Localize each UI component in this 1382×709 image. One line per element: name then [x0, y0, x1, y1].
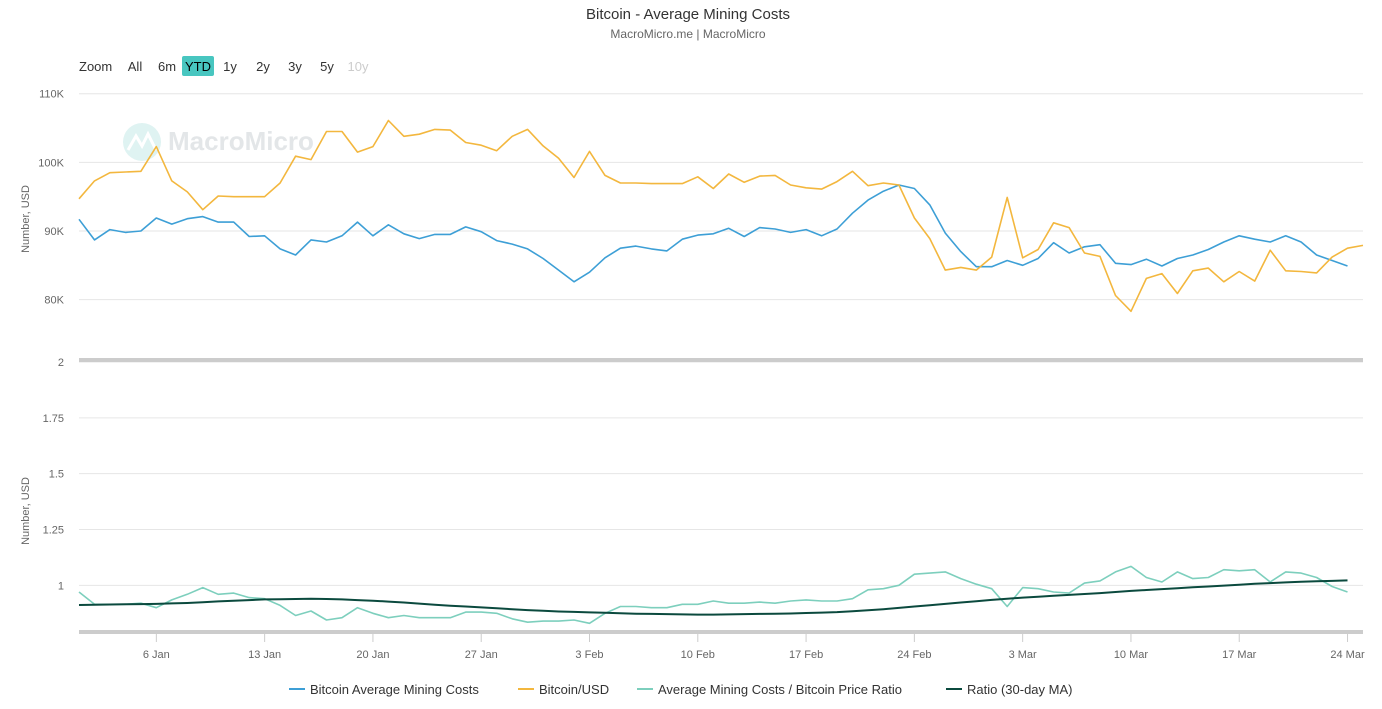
x-tick-label: 6 Jan	[143, 649, 170, 661]
zoom-button-2y[interactable]: 2y	[256, 59, 270, 74]
legend-item-bitcoin-usd[interactable]: Bitcoin/USD	[518, 682, 609, 697]
watermark: MacroMicro	[168, 126, 314, 156]
zoom-button-label: 3y	[288, 59, 302, 74]
zoom-button-label: 10y	[348, 59, 369, 74]
zoom-label: Zoom	[79, 59, 112, 74]
zoom-button-label: 1y	[223, 59, 237, 74]
y-tick-label: 1.25	[43, 525, 64, 537]
series-layer	[78, 119, 1364, 625]
x-tick-label: 17 Feb	[789, 649, 823, 661]
zoom-button-label: 5y	[320, 59, 334, 74]
x-tick-label: 27 Jan	[465, 649, 498, 661]
zoom-button-6m[interactable]: 6m	[158, 59, 176, 74]
watermark-logo-circle	[123, 123, 161, 161]
series-line-bitcoin-usd	[78, 119, 1364, 313]
axis-layer: 80K 90K 100K 110K Number, USD 1 1.25 1.5 1.75 2 Nu…	[20, 89, 1365, 661]
legend: Bitcoin Average Mining Costs Bitcoin/USD A…	[289, 682, 1072, 697]
zoom-button-5y[interactable]: 5y	[320, 59, 334, 74]
legend-item-average-mining-costs-bitcoin-price-ratio[interactable]: Average Mining Costs / Bitcoin Price Rat…	[637, 682, 902, 697]
watermark-logo-icon	[123, 123, 161, 161]
y-tick-label: 1.75	[43, 413, 64, 425]
x-tick-label: 24 Feb	[897, 649, 931, 661]
series-line-bitcoin-average-mining-costs	[78, 184, 1348, 283]
series-line-ratio-30-day-ma	[78, 579, 1348, 616]
chart-title: Bitcoin - Average Mining Costs	[586, 6, 790, 23]
zoom-button-label: All	[128, 59, 143, 74]
legend-label: Bitcoin/USD	[539, 682, 609, 697]
legend-label: Bitcoin Average Mining Costs	[310, 682, 479, 697]
watermark-logo-mark	[126, 130, 158, 151]
zoom-bar: Zoom All 6m YTD 1y 2y 3y 5y 10y	[79, 56, 369, 76]
panel-divider	[79, 358, 1363, 362]
legend-item-ratio-30-day-ma[interactable]: Ratio (30-day MA)	[946, 682, 1072, 697]
y-tick-label: 80K	[44, 295, 64, 307]
chart-subtitle: MacroMicro.me | MacroMicro	[610, 27, 765, 41]
y-tick-label: 2	[58, 357, 64, 369]
zoom-button-3y[interactable]: 3y	[288, 59, 302, 74]
x-tick-label: 10 Mar	[1114, 649, 1149, 661]
x-tick-label: 17 Mar	[1222, 649, 1257, 661]
x-tick-label: 20 Jan	[356, 649, 389, 661]
y-tick-label: 110K	[39, 89, 65, 101]
series-line-average-mining-costs-bitcoin-price-ratio	[78, 565, 1348, 625]
zoom-button-10y: 10y	[348, 59, 369, 74]
zoom-button-all[interactable]: All	[128, 59, 143, 74]
y-axis-title: Number, USD	[20, 185, 32, 253]
zoom-button-1y[interactable]: 1y	[223, 59, 237, 74]
grid-layer	[79, 93, 1363, 634]
x-tick-label: 3 Feb	[575, 649, 603, 661]
zoom-button-highlight	[182, 56, 214, 76]
legend-label: Ratio (30-day MA)	[967, 682, 1072, 697]
legend-label: Average Mining Costs / Bitcoin Price Rat…	[658, 682, 902, 697]
y-tick-label: 1	[58, 580, 64, 592]
x-tick-label: 24 Mar	[1330, 649, 1365, 661]
x-axis-line	[79, 630, 1363, 634]
y-tick-label: 90K	[44, 226, 64, 238]
zoom-button-label: 2y	[256, 59, 270, 74]
legend-item-bitcoin-average-mining-costs[interactable]: Bitcoin Average Mining Costs	[289, 682, 479, 697]
y-axis-title: Number, USD	[20, 477, 32, 545]
x-tick-label: 13 Jan	[248, 649, 281, 661]
zoom-button-label: 6m	[158, 59, 176, 74]
x-tick-label: 10 Feb	[681, 649, 715, 661]
zoom-button-label: YTD	[185, 59, 211, 74]
x-tick-label: 3 Mar	[1009, 649, 1037, 661]
y-tick-label: 1.5	[49, 469, 64, 481]
y-tick-label: 100K	[38, 157, 64, 169]
zoom-button-ytd[interactable]: YTD	[182, 56, 214, 76]
